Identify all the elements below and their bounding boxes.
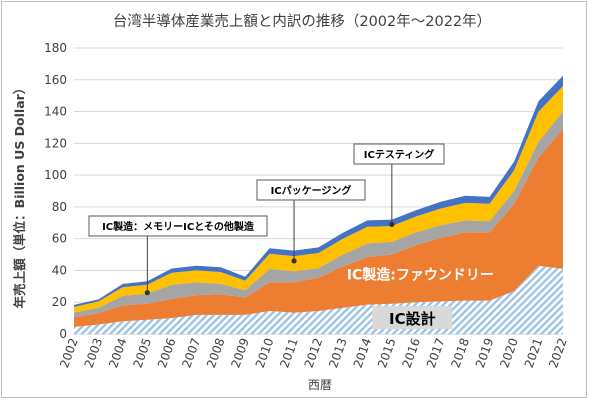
x-tick-label: 2003 xyxy=(82,336,106,369)
x-tick-label: 2019 xyxy=(473,336,497,369)
x-tick-label: 2012 xyxy=(302,336,326,369)
series-area-3 xyxy=(74,86,563,313)
x-tick-label: 2016 xyxy=(400,336,424,369)
x-axis-label: 西暦 xyxy=(308,378,332,392)
y-tick-labels: 0 20 40 60 80 100 120 140 160 180 xyxy=(44,41,67,341)
x-tick-label: 2014 xyxy=(351,336,375,369)
y-tick-label: 0 xyxy=(59,327,67,341)
x-tick-label: 2020 xyxy=(497,336,521,369)
y-tick-label: 20 xyxy=(52,295,67,309)
y-tick-label: 40 xyxy=(52,263,67,277)
annotations: IC製造：メモリーICとその他製造 ICパッケージング ICテスティング xyxy=(88,143,445,296)
x-tick-label: 2006 xyxy=(155,336,179,369)
callout-text: ICパッケージング xyxy=(271,184,352,197)
x-tick-label: 2015 xyxy=(375,336,399,369)
y-tick-label: 60 xyxy=(52,232,67,246)
callout-box xyxy=(88,215,268,237)
ic-design-label-box xyxy=(372,306,453,330)
inline-series-labels: IC製造:ファウンドリー IC設計 xyxy=(347,267,494,330)
callout-text: IC製造：メモリーICとその他製造 xyxy=(102,220,255,233)
callout-dot xyxy=(291,258,297,264)
y-tick-label: 160 xyxy=(44,73,67,87)
y-tick-label: 140 xyxy=(44,105,67,119)
callout-text: ICテスティング xyxy=(364,148,434,161)
callout-dot xyxy=(144,290,150,296)
x-tick-label: 2008 xyxy=(204,336,228,369)
x-tick-label: 2021 xyxy=(522,336,546,369)
callout-dot xyxy=(389,221,395,227)
series-area-1 xyxy=(74,129,563,327)
x-tick-label: 2017 xyxy=(424,336,448,369)
x-tick-label: 2018 xyxy=(448,336,472,369)
x-tick-label: 2022 xyxy=(546,336,570,369)
x-tick-label: 2011 xyxy=(277,336,301,369)
foundry-label: IC製造:ファウンドリー xyxy=(347,267,494,284)
x-tick-label: 2007 xyxy=(179,336,203,369)
chart-title: 台湾半導体産業売上額と内訳の推移（2002年～2022年） xyxy=(113,13,491,30)
y-axis-label: 年売上額（単位：Billion US Dollar） xyxy=(12,82,27,309)
x-tick-labels: 2002 2003 2004 2005 2006 2007 2008 2009 2010 2011… xyxy=(57,336,570,369)
x-tick-label: 2013 xyxy=(326,336,350,369)
x-tick-label: 2002 xyxy=(57,336,81,369)
y-tick-label: 80 xyxy=(52,200,67,214)
ic-design-label: IC設計 xyxy=(389,310,436,328)
y-tick-label: 100 xyxy=(44,168,67,182)
callout-box xyxy=(256,179,366,201)
series-area-2 xyxy=(74,111,563,318)
callout-box xyxy=(353,143,445,165)
x-tick-label: 2010 xyxy=(253,336,277,369)
y-tick-label: 120 xyxy=(44,136,67,150)
x-tick-label: 2004 xyxy=(106,336,130,369)
x-tick-label: 2005 xyxy=(131,336,155,369)
y-tick-label: 180 xyxy=(44,41,67,55)
x-tick-label: 2009 xyxy=(228,336,252,369)
